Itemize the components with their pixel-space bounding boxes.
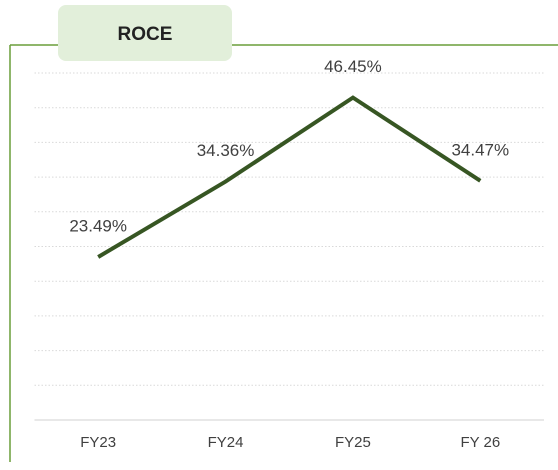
data-label: 34.36% [197, 141, 255, 160]
x-tick-label: FY23 [80, 434, 116, 451]
chart-title: ROCE [118, 24, 173, 45]
x-tick-label: FY24 [208, 434, 244, 451]
line [97, 95, 482, 259]
data-label: 23.49% [69, 216, 127, 235]
x-tick-label: FY25 [335, 434, 371, 451]
data-label: 46.45% [324, 57, 382, 76]
x-tick-label: FY 26 [460, 434, 500, 451]
frame [9, 44, 558, 462]
data-label: 34.47% [451, 140, 509, 159]
title-tab [58, 5, 232, 61]
